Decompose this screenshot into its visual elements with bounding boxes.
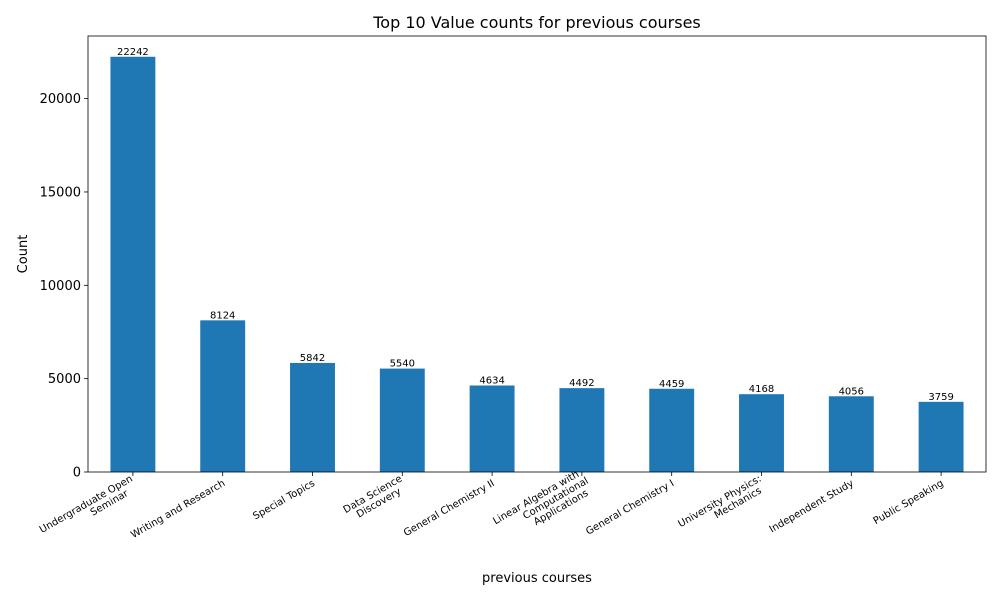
x-tick-label: Public Speaking (872, 478, 946, 527)
x-tick-label: Data ScienceDiscovery (342, 474, 410, 526)
y-axis-label: Count (16, 235, 31, 274)
bar (290, 362, 335, 472)
y-tick-label: 5000 (48, 372, 81, 387)
bar (918, 401, 964, 472)
bar (469, 385, 515, 472)
y-tick-label: 10000 (40, 279, 81, 294)
x-tick-label: General Chemistry II (402, 478, 497, 539)
data-label: 8124 (210, 310, 235, 321)
data-label: 4056 (839, 386, 864, 397)
x-tick-label: University Physics:Mechanics (676, 474, 768, 540)
x-axis-label: previous courses (482, 571, 592, 586)
plot-area: 22242 Undergraduate OpenSeminar 8124 Writin… (38, 35, 987, 546)
bar (649, 388, 695, 472)
bar (559, 388, 605, 472)
y-tick-label: 20000 (40, 92, 81, 107)
data-label: 3759 (928, 392, 953, 403)
y-tick-label: 15000 (40, 185, 81, 200)
data-label: 5540 (390, 359, 415, 370)
data-label: 22242 (117, 47, 149, 58)
bar (739, 394, 784, 472)
x-tick-label: Linear Algebra withComputationalApplicat… (491, 467, 595, 546)
x-tick-label: Special Topics (251, 478, 317, 522)
data-label: 4492 (569, 378, 594, 389)
bar (200, 320, 246, 472)
data-label: 5842 (300, 353, 325, 364)
data-label: 4459 (659, 379, 684, 390)
bar (828, 396, 874, 472)
bar (379, 368, 425, 472)
y-tick-label: 0 (73, 466, 81, 481)
data-label: 4168 (749, 384, 774, 395)
data-label: 4634 (479, 375, 504, 386)
axes-frame (87, 35, 987, 473)
x-tick-label: Undergraduate OpenSeminar (38, 474, 140, 545)
x-tick-label: Writing and Research (129, 478, 227, 541)
x-tick-label: Independent Study (768, 478, 856, 535)
chart-title: Top 10 Value counts for previous courses (372, 13, 701, 32)
x-tick-label: General Chemistry I (584, 478, 676, 537)
bar (110, 56, 156, 473)
